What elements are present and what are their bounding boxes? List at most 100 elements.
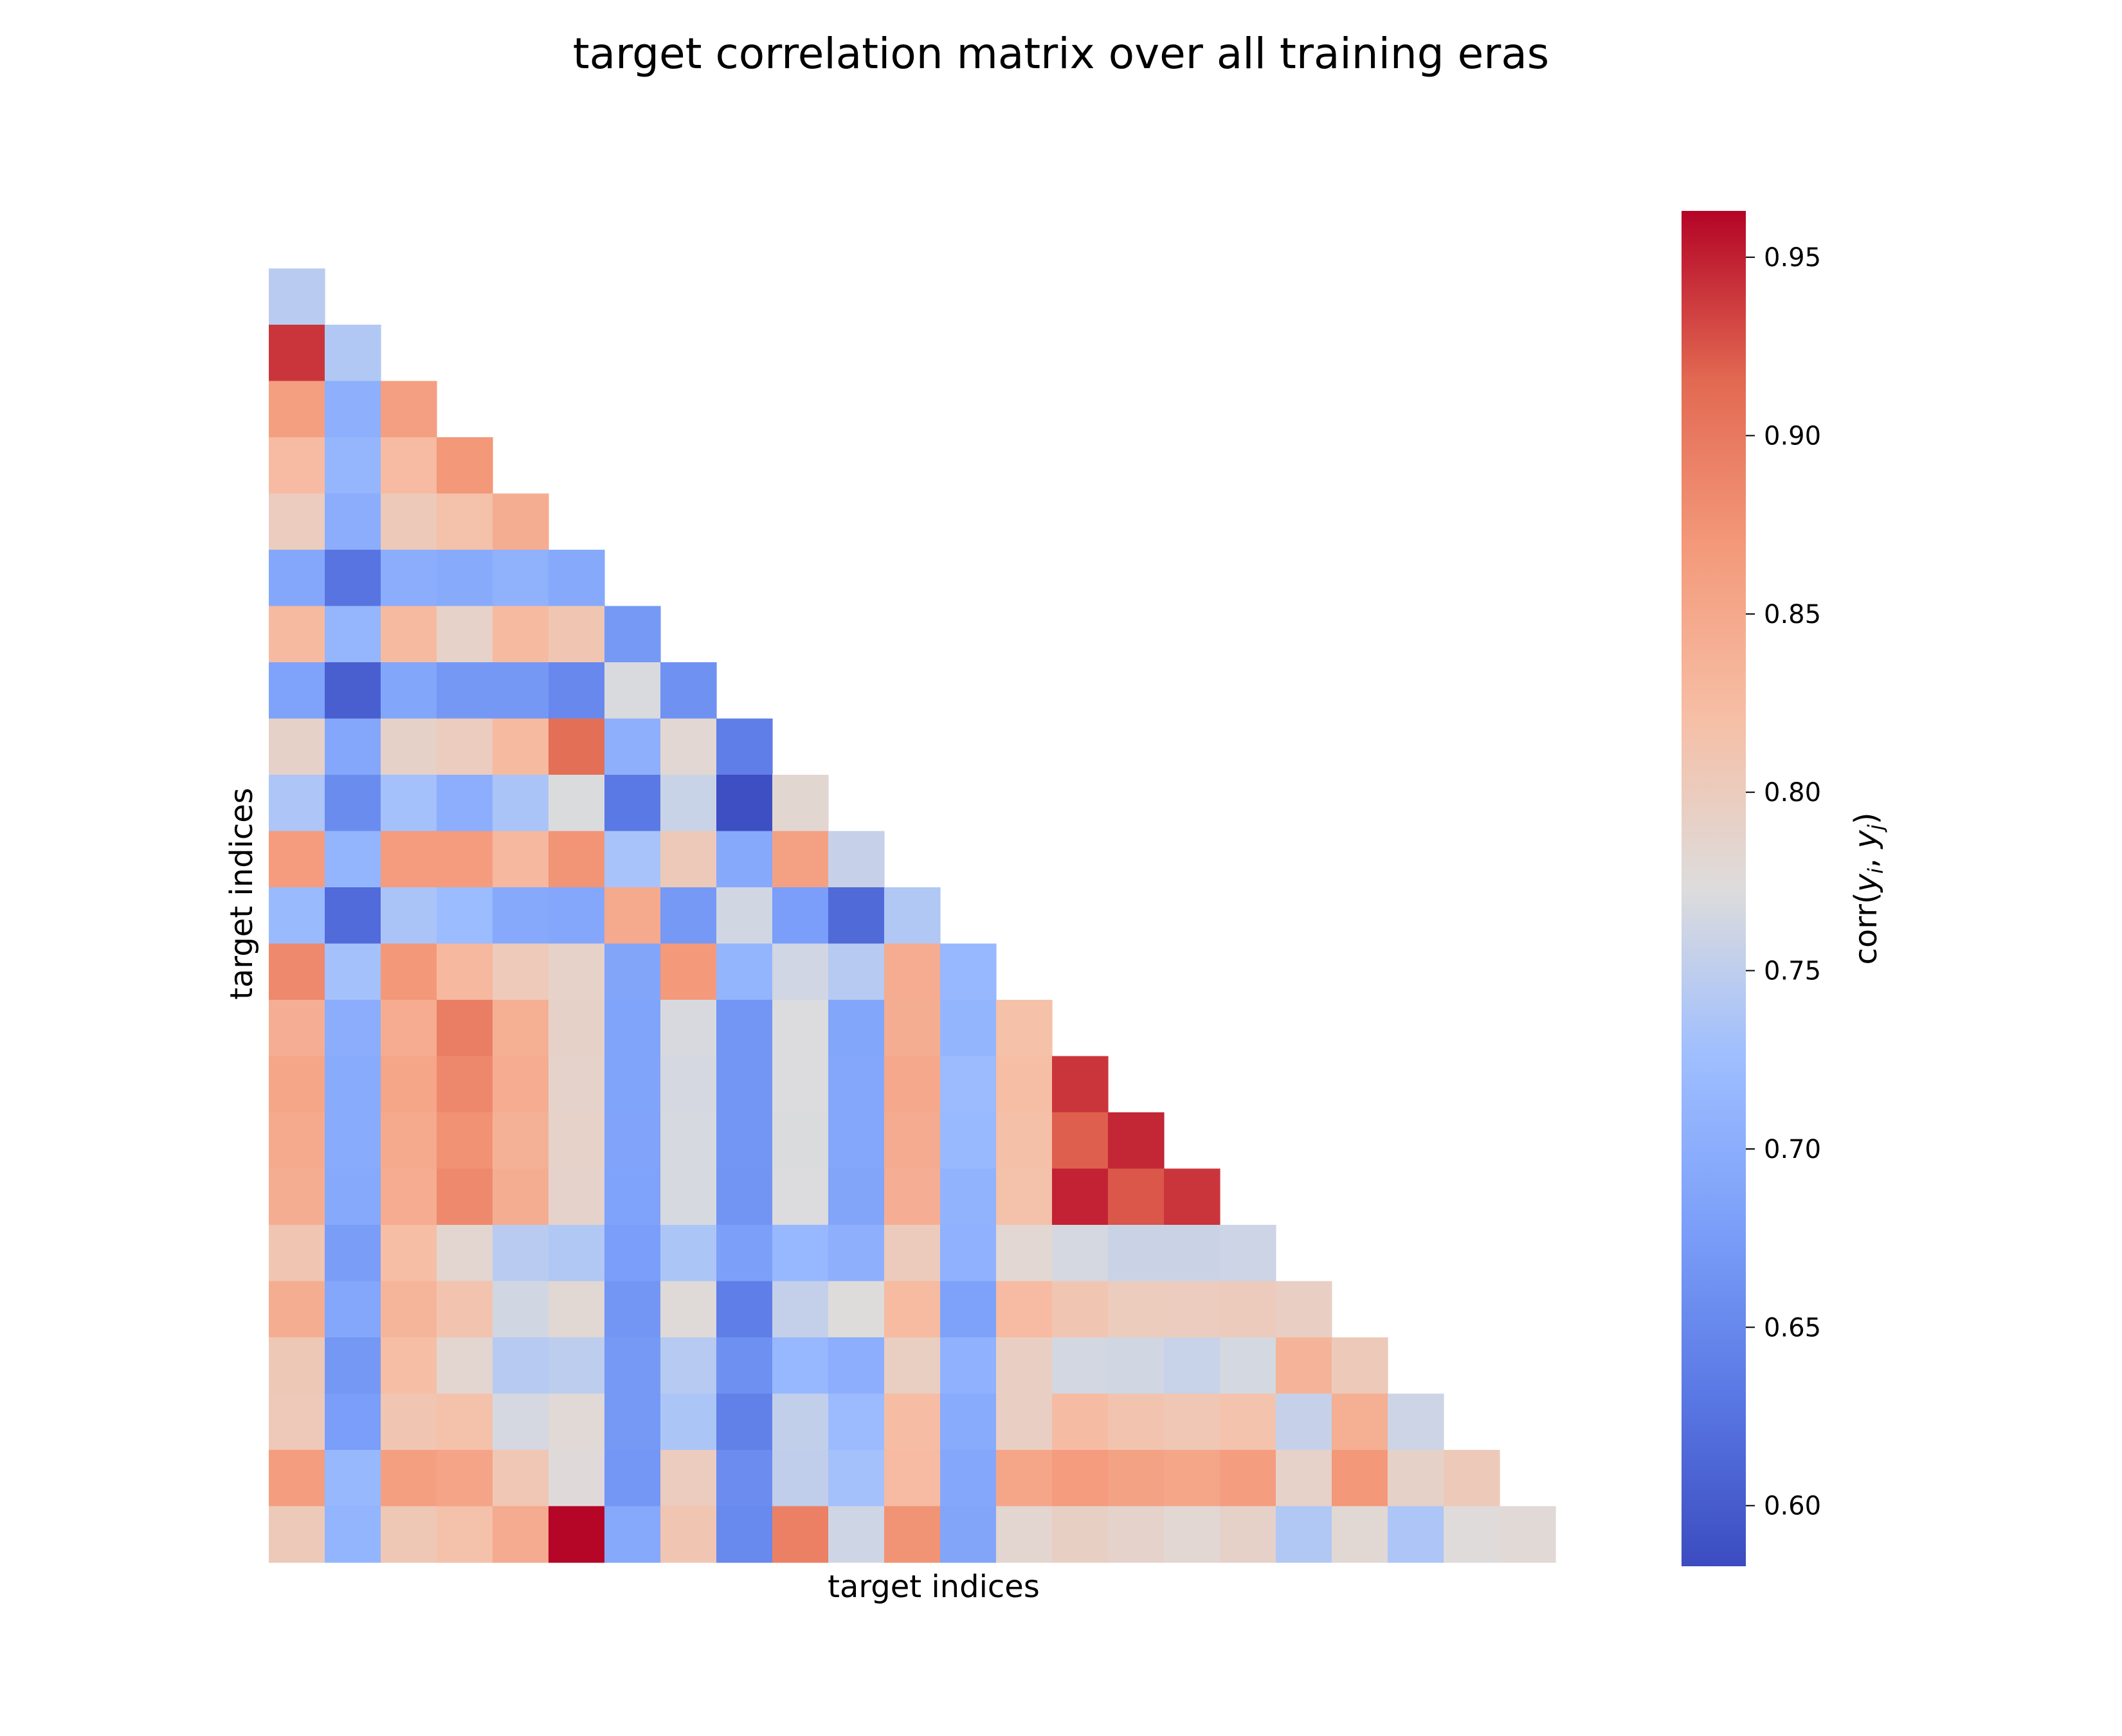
heatmap-cell-r20-c8 <box>716 1337 773 1395</box>
heatmap-cell-r15-c0 <box>269 1056 325 1113</box>
heatmap-cell-r11-c9 <box>772 831 829 888</box>
heatmap-cell-r16-c14 <box>1052 1112 1109 1170</box>
heatmap-cell-r17-c0 <box>269 1168 325 1225</box>
heatmap-cell-r22-c19 <box>1332 1450 1388 1507</box>
heatmap-cell-r12-c9 <box>772 887 829 945</box>
heatmap-cell-r8-c1 <box>325 662 381 719</box>
heatmap-cell-r22-c16 <box>1164 1450 1220 1507</box>
heatmap-cell-r9-c1 <box>325 718 381 775</box>
heatmap-cell-r23-c4 <box>493 1506 549 1563</box>
heatmap-cell-r23-c11 <box>884 1506 941 1563</box>
colorbar-ticks: 0.60 0.65 0.70 0.75 0.80 0.85 0.90 0.95 <box>1746 243 1821 1521</box>
heatmap-cell-r6-c1 <box>325 550 381 607</box>
heatmap-cell-r13-c7 <box>660 943 717 1000</box>
heatmap-cell-r16-c8 <box>716 1112 773 1170</box>
heatmap-cell-r23-c19 <box>1332 1506 1388 1563</box>
heatmap-cell-r20-c9 <box>772 1337 829 1395</box>
heatmap-cell-r15-c9 <box>772 1056 829 1113</box>
heatmap-cell-r18-c1 <box>325 1225 381 1282</box>
heatmap-cell-r22-c1 <box>325 1450 381 1507</box>
heatmap-cell-r12-c11 <box>884 887 941 945</box>
heatmap-cell-r19-c17 <box>1220 1281 1276 1338</box>
heatmap-cell-r21-c15 <box>1108 1393 1165 1451</box>
heatmap-cell-r11-c0 <box>269 831 325 888</box>
heatmap-cell-r21-c7 <box>660 1393 717 1451</box>
heatmap-cell-r22-c11 <box>884 1450 941 1507</box>
heatmap-cell-r21-c10 <box>828 1393 885 1451</box>
heatmap-cell-r5-c3 <box>437 493 493 550</box>
heatmap-cell-r18-c7 <box>660 1225 717 1282</box>
heatmap-cell-r18-c8 <box>716 1225 773 1282</box>
heatmap-cell-r22-c20 <box>1388 1450 1444 1507</box>
heatmap-cell-r2-c1 <box>325 325 381 382</box>
heatmap-cell-r15-c6 <box>604 1056 661 1113</box>
heatmap-cell-r13-c3 <box>437 943 493 1000</box>
heatmap-cell-r22-c12 <box>940 1450 997 1507</box>
heatmap-cell-r12-c3 <box>437 887 493 945</box>
heatmap-cell-r23-c12 <box>940 1506 997 1563</box>
heatmap-cell-r21-c19 <box>1332 1393 1388 1451</box>
heatmap-cell-r9-c4 <box>493 718 549 775</box>
heatmap-cell-r20-c13 <box>996 1337 1053 1395</box>
heatmap-cell-r10-c2 <box>381 775 437 832</box>
heatmap-cell-r19-c7 <box>660 1281 717 1338</box>
heatmap-cell-r8-c0 <box>269 662 325 719</box>
heatmap-cell-r14-c13 <box>996 1000 1053 1057</box>
heatmap-cell-r23-c10 <box>828 1506 885 1563</box>
heatmap-cell-r23-c6 <box>604 1506 661 1563</box>
heatmap-cell-r23-c22 <box>1500 1506 1556 1563</box>
heatmap-cell-r6-c3 <box>437 550 493 607</box>
heatmap-cell-r6-c5 <box>549 550 605 607</box>
heatmap-cell-r10-c1 <box>325 775 381 832</box>
heatmap-cell-r7-c6 <box>604 606 661 663</box>
heatmap-cell-r7-c1 <box>325 606 381 663</box>
heatmap-cell-r18-c6 <box>604 1225 661 1282</box>
heatmap-cell-r7-c5 <box>549 606 605 663</box>
heatmap-cell-r22-c10 <box>828 1450 885 1507</box>
heatmap-cell-r12-c1 <box>325 887 381 945</box>
heatmap-cell-r20-c10 <box>828 1337 885 1395</box>
heatmap-cell-r18-c2 <box>381 1225 437 1282</box>
heatmap-cell-r9-c7 <box>660 718 717 775</box>
heatmap-cell-r21-c1 <box>325 1393 381 1451</box>
heatmap-cell-r20-c1 <box>325 1337 381 1395</box>
colorbar: 0.60 0.65 0.70 0.75 0.80 0.85 0.90 0.95 corr(yi… <box>1682 211 1888 1566</box>
heatmap-cell-r18-c13 <box>996 1225 1053 1282</box>
heatmap-cell-r17-c14 <box>1052 1168 1109 1225</box>
heatmap-cells <box>269 268 1556 1563</box>
heatmap-cell-r13-c4 <box>493 943 549 1000</box>
heatmap-cell-r23-c3 <box>437 1506 493 1563</box>
heatmap-cell-r9-c3 <box>437 718 493 775</box>
heatmap-cell-r17-c6 <box>604 1168 661 1225</box>
heatmap-cell-r12-c5 <box>549 887 605 945</box>
heatmap-cell-r4-c3 <box>437 437 493 494</box>
heatmap-cell-r21-c4 <box>493 1393 549 1451</box>
heatmap-cell-r9-c8 <box>716 718 773 775</box>
heatmap-cell-r18-c12 <box>940 1225 997 1282</box>
heatmap-cell-r18-c17 <box>1220 1225 1276 1282</box>
heatmap-cell-r23-c16 <box>1164 1506 1220 1563</box>
heatmap-cell-r13-c8 <box>716 943 773 1000</box>
heatmap-cell-r17-c15 <box>1108 1168 1165 1225</box>
heatmap-cell-r19-c1 <box>325 1281 381 1338</box>
heatmap-cell-r16-c4 <box>493 1112 549 1170</box>
heatmap-cell-r19-c10 <box>828 1281 885 1338</box>
y-axis-label: target indices <box>224 788 260 1000</box>
colorbar-tick-label: 0.80 <box>1764 778 1821 808</box>
heatmap-cell-r11-c5 <box>549 831 605 888</box>
heatmap-cell-r12-c0 <box>269 887 325 945</box>
heatmap-cell-r10-c0 <box>269 775 325 832</box>
heatmap-cell-r5-c1 <box>325 493 381 550</box>
colorbar-tick-label: 0.70 <box>1764 1135 1821 1164</box>
heatmap-cell-r14-c10 <box>828 1000 885 1057</box>
heatmap-cell-r12-c4 <box>493 887 549 945</box>
heatmap-cell-r22-c15 <box>1108 1450 1165 1507</box>
heatmap-cell-r16-c1 <box>325 1112 381 1170</box>
heatmap-cell-r19-c6 <box>604 1281 661 1338</box>
heatmap-cell-r16-c0 <box>269 1112 325 1170</box>
heatmap-cell-r15-c3 <box>437 1056 493 1113</box>
heatmap-cell-r18-c5 <box>549 1225 605 1282</box>
heatmap-cell-r15-c2 <box>381 1056 437 1113</box>
heatmap-cell-r12-c7 <box>660 887 717 945</box>
